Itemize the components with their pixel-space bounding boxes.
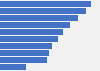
Bar xyxy=(0,15,78,21)
Bar xyxy=(0,43,52,49)
Bar xyxy=(0,57,47,63)
Bar xyxy=(0,50,49,56)
Bar xyxy=(0,1,91,7)
Bar xyxy=(0,29,63,35)
Bar xyxy=(0,64,26,70)
Bar xyxy=(0,22,70,28)
Bar xyxy=(0,8,86,14)
Bar xyxy=(0,36,58,42)
